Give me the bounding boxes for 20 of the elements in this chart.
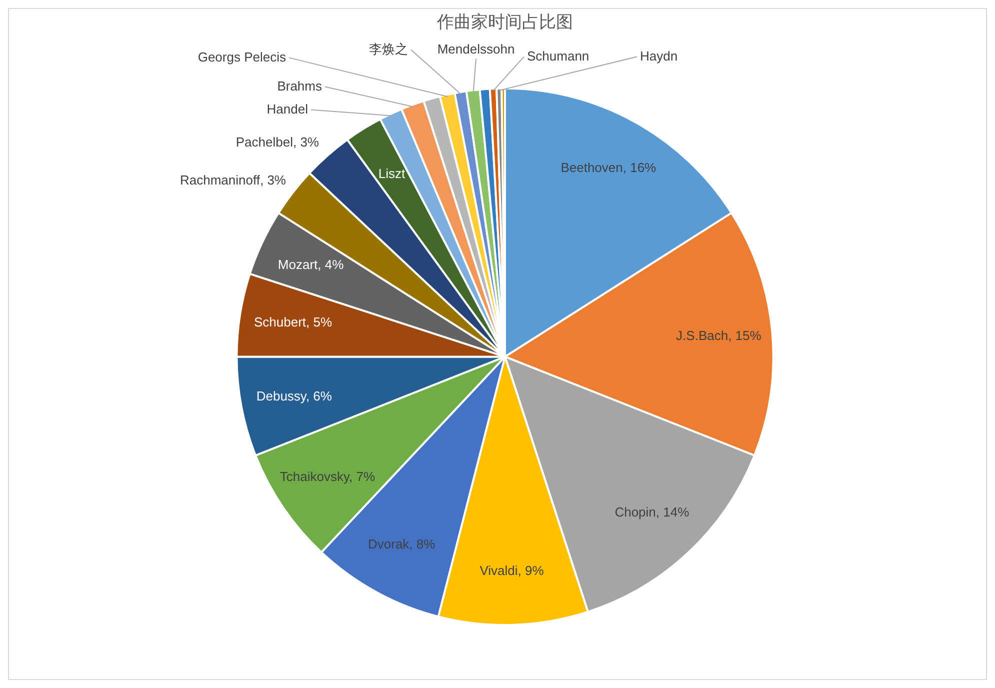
slice-label: Schumann — [527, 48, 590, 64]
slice-label: Chopin, 14% — [614, 504, 690, 520]
slice-label: J.S.Bach, 15% — [676, 328, 762, 344]
slice-label: Handel — [266, 101, 308, 116]
slice-label: Haydn — [640, 48, 678, 64]
slice-label: Tchaikovsky, 7% — [280, 468, 376, 484]
slice-label: Georgs Pelecis — [198, 49, 286, 64]
chart-title: 作曲家时间占比图 — [436, 12, 573, 33]
slice-label: Beethoven, 16% — [560, 160, 657, 176]
slice-label: Dvorak, 8% — [368, 536, 436, 552]
slice-label: 李焕之 — [369, 41, 408, 56]
slice-label: Liszt — [378, 166, 406, 181]
slice-label: Vivaldi, 9% — [480, 562, 544, 578]
slice-label: Brahms — [277, 78, 322, 94]
slice-label: Schubert, 5% — [254, 314, 332, 330]
slice-label: Pachelbel, 3% — [236, 134, 320, 150]
slice-label: Debussy, 6% — [256, 388, 332, 404]
slice-label: Mozart, 4% — [278, 256, 344, 272]
slice-label: Rachmaninoff, 3% — [180, 172, 286, 188]
slice-label: Mendelssohn — [437, 41, 515, 56]
